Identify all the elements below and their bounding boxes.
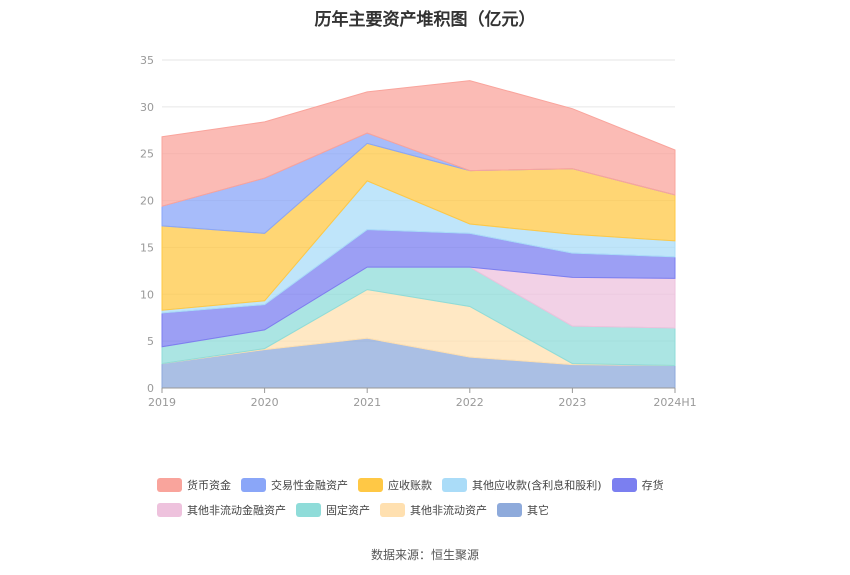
y-tick-label: 30 (140, 101, 154, 114)
y-tick-label: 35 (140, 54, 154, 67)
legend-item[interactable]: 其他应收款(含利息和股利) (442, 477, 602, 493)
legend-row: 其他非流动金融资产 固定资产 其他非流动资产 其它 (157, 497, 757, 522)
legend-swatch (241, 477, 266, 492)
x-tick-label: 2024H1 (653, 396, 696, 409)
legend-item[interactable]: 固定资产 (296, 502, 370, 518)
legend: 货币资金 交易性金融资产 应收账款 其他应收款(含利息和股利) 存货其他非流动金融资产 固… (157, 472, 757, 522)
legend-swatch (296, 502, 321, 517)
legend-swatch (442, 477, 467, 492)
y-tick-label: 20 (140, 195, 154, 208)
legend-item[interactable]: 交易性金融资产 (241, 477, 348, 493)
x-tick-label: 2023 (558, 396, 586, 409)
legend-item[interactable]: 应收账款 (358, 477, 432, 493)
legend-item[interactable]: 其他非流动资产 (380, 502, 487, 518)
y-tick-label: 10 (140, 288, 154, 301)
legend-swatch (611, 477, 637, 492)
legend-label: 其他非流动金融资产 (187, 503, 286, 517)
legend-label: 其他应收款(含利息和股利) (472, 478, 602, 492)
legend-item[interactable]: 其他非流动金融资产 (157, 502, 286, 518)
legend-swatch (380, 502, 405, 517)
y-tick-label: 5 (147, 335, 154, 348)
legend-label: 交易性金融资产 (271, 478, 348, 492)
area-series-8[interactable] (161, 80, 676, 207)
legend-label: 其它 (527, 503, 549, 517)
y-tick-label: 25 (140, 148, 154, 161)
source-note: 数据来源：恒生聚源 (370, 548, 479, 562)
legend-label: 货币资金 (187, 478, 231, 492)
y-tick-label: 0 (147, 382, 154, 395)
axes: 0 5 10 15 20 25 30 35 2019 2020 2021 2022 2023 2024H1 (140, 54, 697, 409)
legend-label: 其他非流动资产 (410, 503, 487, 517)
legend-item[interactable]: 存货 (611, 477, 664, 493)
legend-row: 货币资金 交易性金融资产 应收账款 其他应收款(含利息和股利) 存货 (157, 472, 757, 497)
x-tick-label: 2020 (251, 396, 279, 409)
y-tick-label: 15 (140, 241, 154, 254)
x-tick-label: 2021 (353, 396, 381, 409)
legend-label: 应收账款 (388, 478, 432, 492)
legend-label: 存货 (641, 478, 664, 492)
area-series-group (161, 80, 676, 389)
legend-swatch (157, 477, 182, 492)
stacked-area-chart: 0 5 10 15 20 25 30 35 2019 2020 2021 2022 2023 2024H1 (140, 54, 697, 409)
legend-item[interactable]: 其它 (497, 502, 549, 518)
legend-swatch (497, 502, 522, 517)
legend-swatch (157, 502, 182, 517)
chart-title: 历年主要资产堆积图（亿元） (314, 10, 536, 30)
legend-swatch (358, 477, 383, 492)
legend-label: 固定资产 (326, 503, 370, 517)
x-tick-label: 2022 (456, 396, 484, 409)
x-tick-label: 2019 (148, 396, 176, 409)
legend-item[interactable]: 货币资金 (157, 477, 231, 493)
